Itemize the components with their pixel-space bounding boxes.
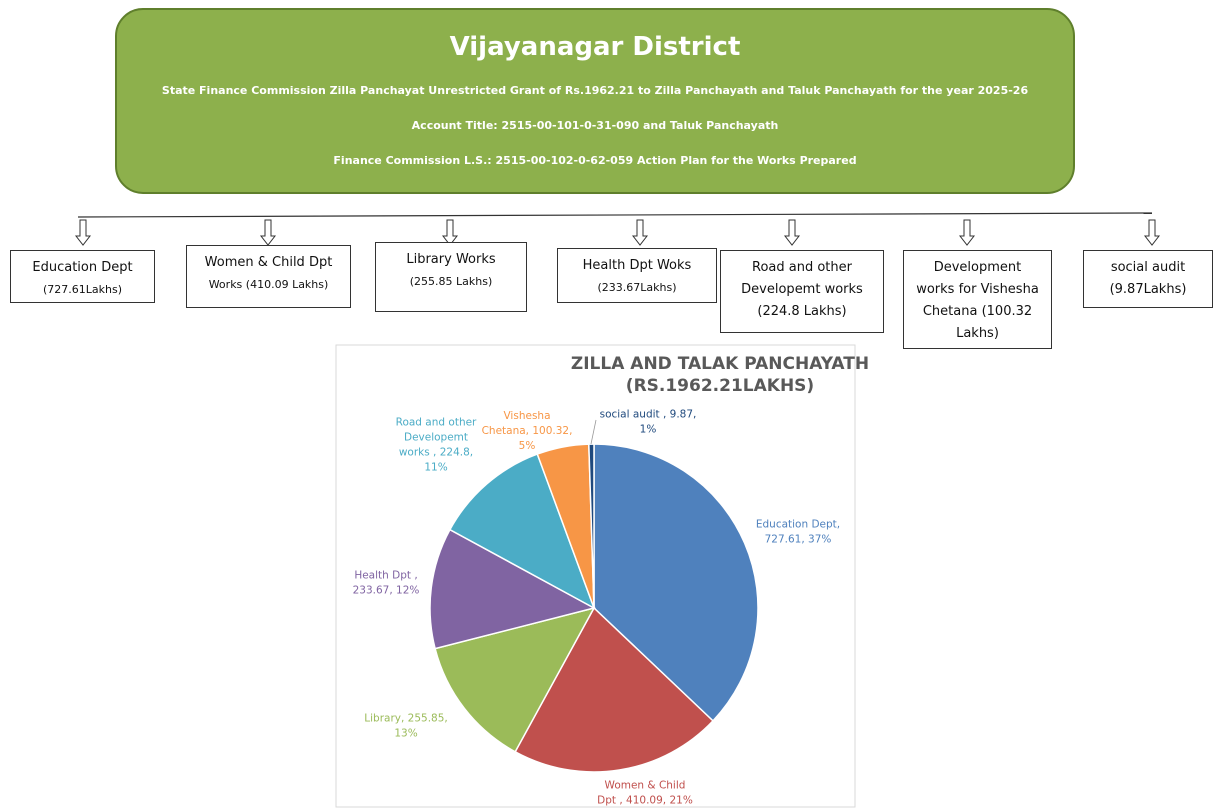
pie-slice [593, 443, 759, 722]
slice-label: Library, 255.85, [364, 713, 447, 725]
box-line: Chetana (100.32 [922, 304, 1033, 319]
box-line: works for Vishesha [916, 282, 1039, 297]
pie-slice [588, 443, 595, 609]
box-line: Development [933, 260, 1022, 275]
connector [77, 212, 1153, 218]
box-line: Library Works [406, 252, 496, 267]
box-line: (233.67Lakhs) [597, 281, 677, 294]
header-line: State Finance Commission Zilla Panchayat… [161, 84, 1029, 97]
box-line: (727.61Lakhs) [42, 283, 122, 296]
arrow [74, 219, 92, 246]
slice-label: 11% [424, 462, 447, 474]
box-line: Road and other [752, 260, 852, 275]
header: Vijayanagar District State Finance Commi… [115, 8, 1075, 194]
chart-frame [335, 344, 856, 808]
box-line: (9.87Lakhs) [1109, 282, 1187, 297]
slice-label: Developemt [404, 432, 468, 444]
box-line: social audit [1110, 260, 1186, 275]
arrow [1143, 219, 1161, 246]
arrow [783, 219, 801, 246]
header-line: Finance Commission L.S.: 2515-00-102-0-6… [333, 154, 857, 167]
dept-box: Women & Child Dpt Works (410.09 Lakhs) [186, 245, 351, 308]
box-line: Developemt works [741, 282, 863, 297]
box-line: (224.8 Lakhs) [757, 304, 847, 319]
dept-box: Road and other Developemt works (224.8 Lak… [720, 250, 884, 333]
chart-title: (RS.1962.21LAKHS) [626, 376, 814, 396]
slice-label: Education Dept, [756, 519, 840, 531]
pie-slice [429, 528, 597, 650]
box-line: Works (410.09 Lakhs) [208, 278, 329, 291]
chart-title: ZILLA AND TALAK PANCHAYATH [571, 354, 869, 374]
dept-box: Development works for Vishesha Chetana (10… [903, 250, 1052, 349]
slice-label: Vishesha [503, 410, 550, 422]
slice-label: Road and other [396, 417, 477, 429]
box-line: Education Dept [32, 260, 133, 275]
header-title: Vijayanagar District [449, 32, 741, 62]
slice-label: Chetana, 100.32, [482, 425, 573, 437]
dept-box: Health Dpt Woks (233.67Lakhs) [557, 248, 717, 303]
slice-label: Health Dpt , [354, 570, 417, 582]
slice-label: 233.67, 12% [353, 585, 420, 597]
slice-label: Women & Child [605, 780, 686, 792]
pie-slice [514, 606, 715, 773]
box-line: Women & Child Dpt [204, 255, 333, 270]
arrow [259, 219, 277, 246]
header-line: Account Title: 2515-00-101-0-31-090 and … [411, 119, 779, 132]
box-line: (255.85 Lakhs) [409, 275, 493, 288]
pie-slice [448, 453, 596, 610]
arrow [958, 219, 976, 246]
box-line: Health Dpt Woks [582, 258, 692, 273]
leader-line [590, 419, 597, 445]
pie-slice [434, 606, 596, 753]
dept-box: Library Works (255.85 Lakhs) [375, 242, 527, 312]
slice-label: social audit , 9.87, [600, 409, 697, 421]
box-line: Lakhs) [956, 326, 999, 341]
arrow [631, 219, 649, 246]
slice-label: Dpt , 410.09, 21% [597, 795, 693, 807]
slice-label: 727.61, 37% [765, 534, 832, 546]
slice-label: 5% [519, 440, 536, 452]
slice-label: works , 224.8, [399, 447, 473, 459]
slice-label: 1% [640, 424, 657, 436]
slice-label: 13% [394, 728, 417, 740]
dept-box: social audit (9.87Lakhs) [1083, 250, 1213, 308]
arrow [441, 219, 459, 246]
dept-box: Education Dept (727.61Lakhs) [10, 250, 155, 303]
